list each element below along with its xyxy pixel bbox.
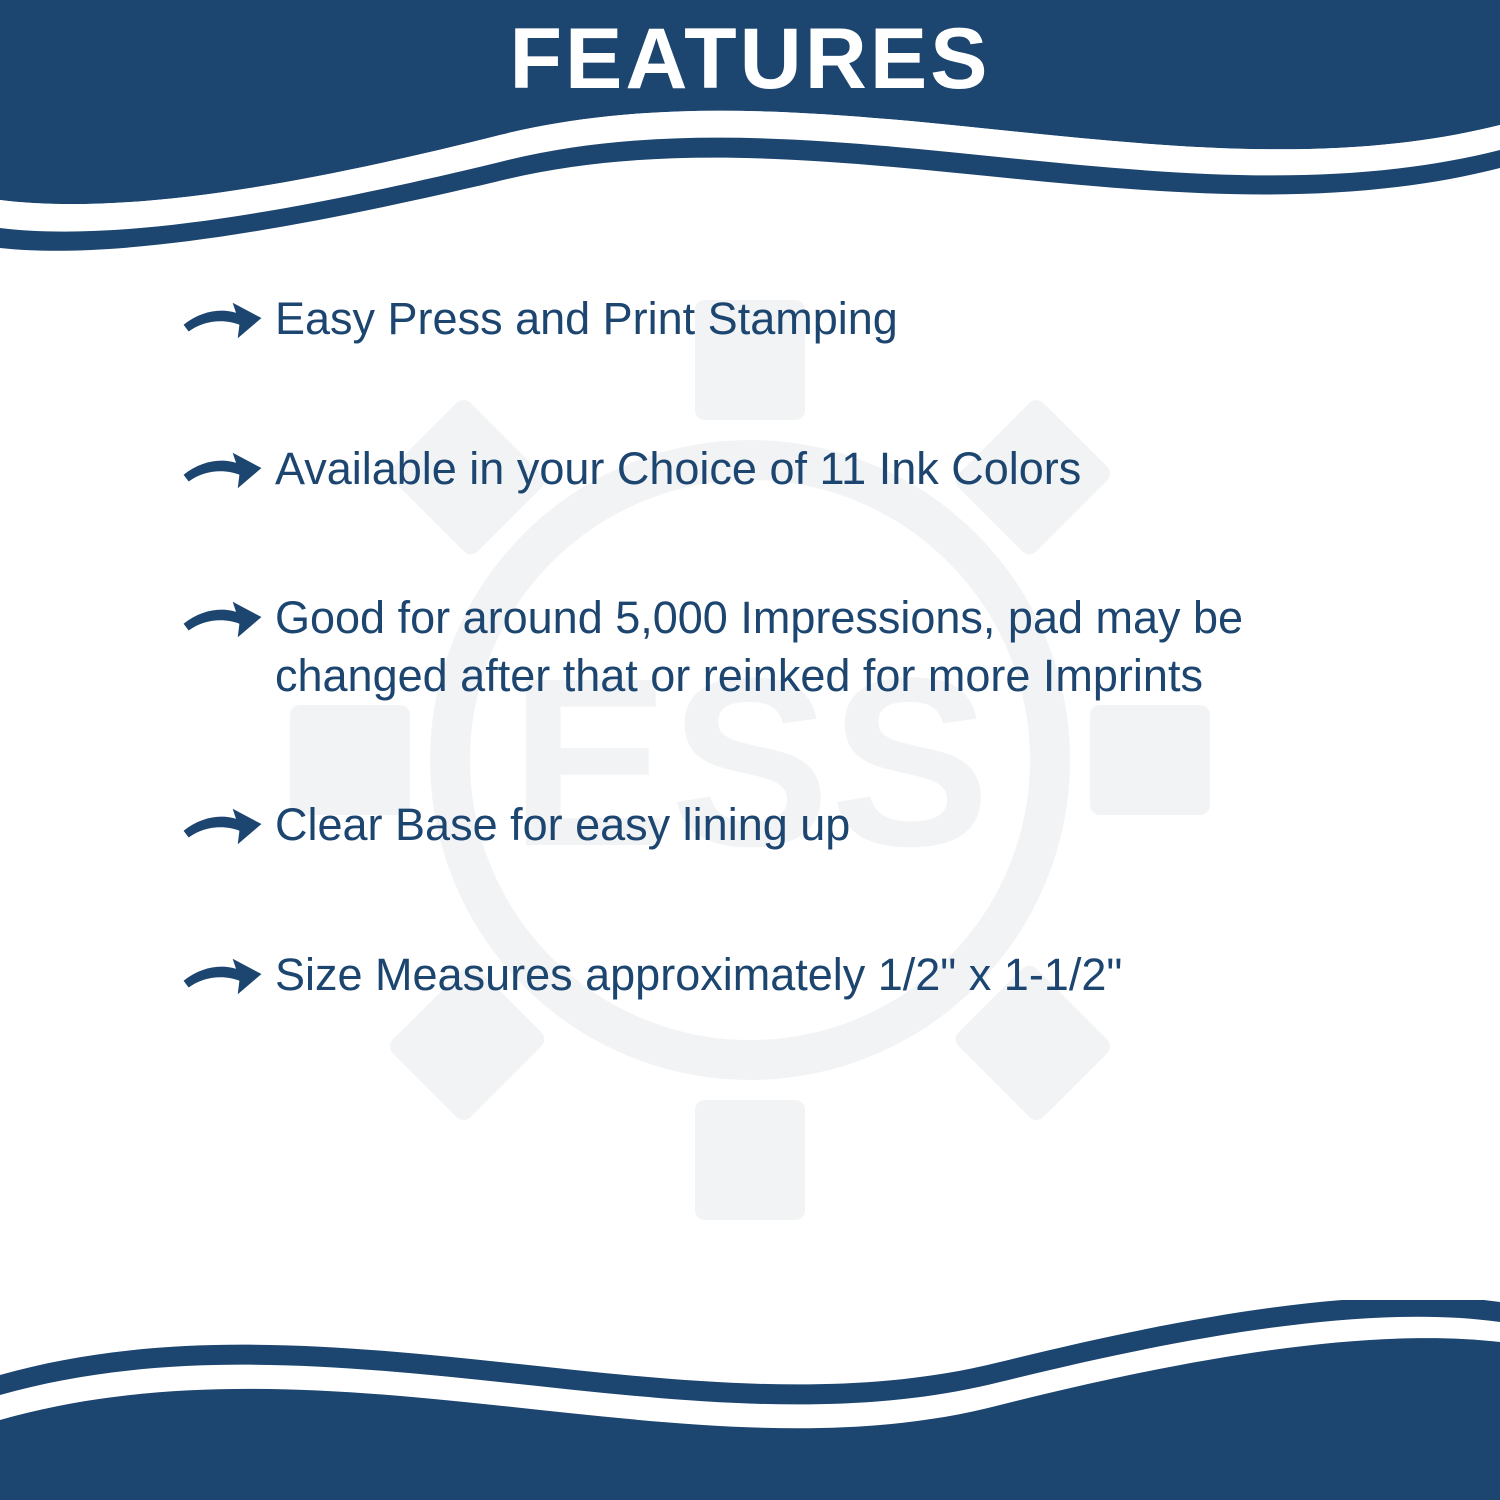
infographic-canvas: FEATURES [0,0,1500,1500]
arrow-right-icon [180,952,275,996]
header-wave-band: FEATURES [0,0,1500,300]
arrow-right-icon [180,802,275,846]
feature-row: Good for around 5,000 Impressions, pad m… [180,589,1400,704]
feature-row: Easy Press and Print Stamping [180,290,1400,348]
feature-row: Size Measures approximately 1/2" x 1-1/2… [180,946,1400,1004]
feature-text: Available in your Choice of 11 Ink Color… [275,440,1400,498]
feature-text: Size Measures approximately 1/2" x 1-1/2… [275,946,1400,1004]
feature-text: Good for around 5,000 Impressions, pad m… [275,589,1400,704]
arrow-right-icon [180,296,275,340]
footer-wave-band [0,1300,1500,1500]
feature-text: Easy Press and Print Stamping [275,290,1400,348]
feature-row: Clear Base for easy lining up [180,796,1400,854]
arrow-right-icon [180,446,275,490]
arrow-right-icon [180,595,275,639]
page-title: FEATURES [0,10,1500,109]
feature-text: Clear Base for easy lining up [275,796,1400,854]
feature-list: Easy Press and Print Stamping Available i… [180,290,1400,1096]
feature-row: Available in your Choice of 11 Ink Color… [180,440,1400,498]
